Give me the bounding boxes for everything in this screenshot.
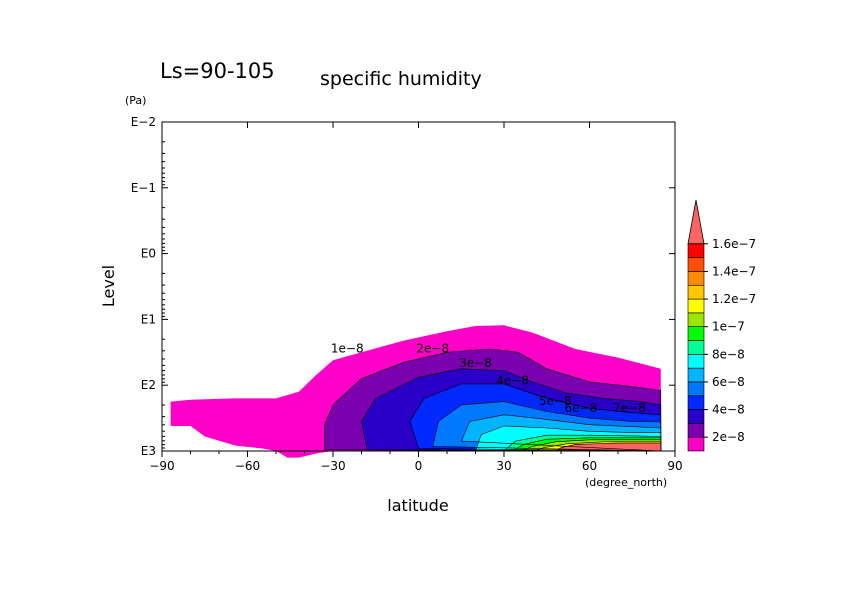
chart-title: Ls=90-105 <box>160 59 275 83</box>
chart-subtitle: specific humidity <box>320 68 482 90</box>
contour-line-layer <box>324 348 662 452</box>
x-tick-label: 30 <box>496 459 511 473</box>
contour-band-11 <box>555 443 661 451</box>
colorbar-swatch <box>687 257 705 272</box>
colorbar-label: 1.4e−7 <box>712 264 756 278</box>
colorbar-arrow <box>687 199 705 245</box>
y-axis-label: Level <box>99 265 118 307</box>
y-axis: E−2 E−1 E0 E1 E2 E3 <box>131 115 675 458</box>
contour-labels: 1e−8 2e−8 3e−8 4e−8 5e−86e−8 7e−8 <box>331 341 646 415</box>
contour-fill-layer <box>170 325 661 458</box>
contour-label: 2e−8 <box>416 341 449 355</box>
colorbar-label: 8e−8 <box>712 347 745 361</box>
colorbar-swatch <box>687 326 705 341</box>
contour-label: 6e−8 <box>565 401 598 415</box>
x-tick-label: −60 <box>235 459 260 473</box>
y-tick-label: E3 <box>141 444 156 458</box>
colorbar-swatch <box>687 312 705 327</box>
contour-label: 7e−8 <box>613 401 646 415</box>
x-axis-label: latitude <box>387 496 448 515</box>
x-axis: −90 −60 −30 0 30 60 90 <box>149 122 683 473</box>
x-tick-label: 90 <box>667 459 682 473</box>
colorbar-swatch <box>687 298 705 314</box>
colorbar-label: 2e−8 <box>712 430 745 444</box>
x-tick-label: 60 <box>582 459 597 473</box>
colorbar-swatch <box>687 395 705 410</box>
colorbar-swatch <box>687 409 705 424</box>
colorbar-label: 1e−7 <box>712 320 745 334</box>
x-unit: (degree_north) <box>585 476 667 489</box>
colorbar-swatch <box>687 284 705 300</box>
colorbar-swatch <box>687 243 705 258</box>
contour-label: 3e−8 <box>459 356 492 370</box>
contour-label: 4e−8 <box>496 374 529 388</box>
contour-line-1 <box>324 348 662 452</box>
colorbar: 2e−8 4e−8 6e−8 8e−8 1e−7 1.2e−7 1.4e−7 1.6e−7 <box>687 199 756 452</box>
colorbar-swatch <box>687 354 705 369</box>
x-tick-label: −30 <box>320 459 345 473</box>
y-tick-label: E0 <box>141 247 156 261</box>
colorbar-label: 1.6e−7 <box>712 237 756 251</box>
contour-label: 1e−8 <box>331 341 364 355</box>
y-tick-label: E1 <box>141 312 156 326</box>
y-tick-label: E2 <box>141 378 156 392</box>
colorbar-label: 6e−8 <box>712 375 745 389</box>
y-unit: (Pa) <box>125 94 146 107</box>
colorbar-swatch <box>687 271 705 286</box>
colorbar-swatch <box>687 367 705 383</box>
y-tick-label: E−1 <box>131 181 156 195</box>
contour-label: 5e−8 <box>539 394 572 408</box>
y-tick-label: E−2 <box>131 115 156 129</box>
colorbar-swatch <box>687 423 705 438</box>
x-tick-label: −90 <box>149 459 174 473</box>
colorbar-swatch <box>687 436 705 452</box>
x-tick-label: 0 <box>415 459 423 473</box>
colorbar-label: 1.2e−7 <box>712 292 756 306</box>
colorbar-label: 4e−8 <box>712 403 745 417</box>
contour-line-2 <box>361 368 662 452</box>
colorbar-swatch <box>687 381 705 397</box>
colorbar-swatch <box>687 340 705 355</box>
